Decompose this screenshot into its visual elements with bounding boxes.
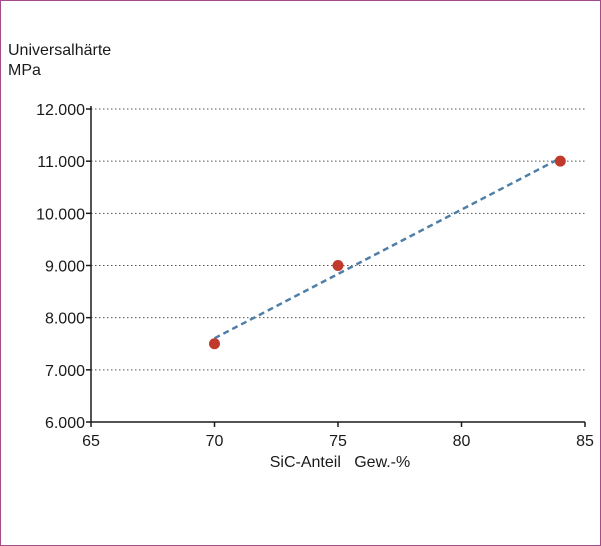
x-tick-label-0: 65: [82, 433, 100, 450]
x-tick-label-3: 80: [453, 433, 471, 450]
y-tick-label-4: 10.000: [36, 206, 85, 223]
x-tick-label-4: 85: [576, 433, 594, 450]
data-point-2: [554, 155, 566, 167]
y-tick-label-6: 12.000: [36, 102, 85, 119]
y-tick-label-1: 7.000: [45, 363, 85, 380]
trendline: [213, 157, 561, 340]
y-axis-label: Universalhärte MPa: [8, 41, 111, 81]
x-tick-label-2: 75: [329, 433, 347, 450]
y-tick-label-3: 9.000: [45, 259, 85, 276]
y-tick-label-2: 8.000: [45, 311, 85, 328]
data-point-0: [209, 338, 220, 350]
y-tick-label-0: 6.000: [45, 415, 85, 432]
y-axis-label-line-2: MPa: [8, 62, 41, 79]
x-tick-label-1: 70: [206, 433, 224, 450]
x-axis-label: SiC-Anteil Gew.-%: [269, 454, 411, 471]
y-axis-label-line-1: Universalhärte: [8, 42, 112, 59]
y-tick-label-5: 11.000: [37, 154, 85, 171]
data-point-1: [332, 260, 344, 271]
